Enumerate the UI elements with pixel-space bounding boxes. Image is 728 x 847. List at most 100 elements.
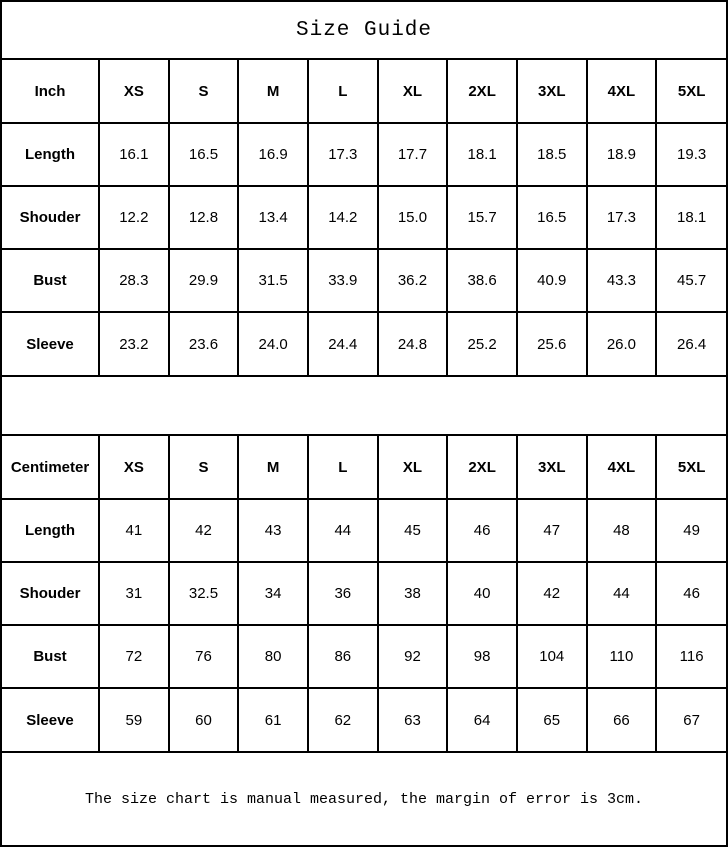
measurement-cell: 26.4 [655,311,727,376]
measurement-cell: 16.5 [167,122,240,187]
unit-label: Inch [1,59,100,124]
measurement-cell: 24.4 [306,311,379,376]
unit-label: Centimeter [1,435,100,500]
measurement-cell: 28.3 [98,248,170,313]
measurement-cell: 29.9 [167,248,240,313]
measurement-cell: 33.9 [306,248,379,313]
measurement-cell: 18.9 [585,122,658,187]
inch-size-table: Inch XS S M L XL 2XL 3XL 4XL 5XL Length 16.1 16.5 16.… [1,59,727,376]
measurement-cell: 18.1 [446,122,518,187]
measurement-cell: 15.0 [376,185,449,250]
measurement-row: Sleeve 59 60 61 62 63 64 65 66 67 [1,687,727,752]
measurement-cell: 49 [655,498,727,563]
measurement-cell: 12.8 [167,185,240,250]
measurement-cell: 45 [376,498,449,563]
size-column-header: 3XL [515,435,588,500]
measurement-cell: 43.3 [585,248,658,313]
size-column-header: XS [98,435,170,500]
measurement-cell: 24.0 [237,311,309,376]
measurement-cell: 26.0 [585,311,658,376]
size-column-header: S [167,435,240,500]
measurement-cell: 16.1 [98,122,170,187]
measurement-cell: 31.5 [237,248,309,313]
measurement-cell: 19.3 [655,122,727,187]
size-column-header: M [237,435,309,500]
size-column-header: 2XL [446,59,518,124]
measurement-cell: 17.3 [585,185,658,250]
measurement-cell: 46 [655,561,727,626]
row-label: Sleeve [1,311,100,376]
measurement-cell: 38.6 [446,248,518,313]
measurement-cell: 36 [306,561,379,626]
row-label: Length [1,498,100,563]
measurement-row: Sleeve 23.2 23.6 24.0 24.4 24.8 25.2 25.6 26.0 26… [1,311,727,376]
footer-note: The size chart is manual measured, the m… [2,751,726,845]
size-column-header: XL [376,435,449,500]
row-label: Length [1,122,100,187]
measurement-cell: 42 [515,561,588,626]
measurement-cell: 18.5 [515,122,588,187]
measurement-cell: 80 [237,624,309,689]
table-spacer [2,375,726,436]
measurement-cell: 38 [376,561,449,626]
measurement-cell: 64 [446,687,518,752]
measurement-cell: 17.7 [376,122,449,187]
size-column-header: S [167,59,240,124]
size-column-header: 4XL [585,59,658,124]
measurement-cell: 25.2 [446,311,518,376]
centimeter-size-table: Centimeter XS S M L XL 2XL 3XL 4XL 5XL Length 41 42 4… [1,435,727,752]
row-label: Bust [1,248,100,313]
page-title: Size Guide [2,2,726,60]
measurement-cell: 40 [446,561,518,626]
measurement-cell: 98 [446,624,518,689]
size-column-header: L [306,435,379,500]
size-column-header: L [306,59,379,124]
measurement-cell: 67 [655,687,727,752]
measurement-cell: 45.7 [655,248,727,313]
measurement-cell: 23.2 [98,311,170,376]
measurement-cell: 63 [376,687,449,752]
size-header-row: Inch XS S M L XL 2XL 3XL 4XL 5XL [1,59,727,124]
measurement-cell: 23.6 [167,311,240,376]
size-column-header: 2XL [446,435,518,500]
measurement-cell: 18.1 [655,185,727,250]
measurement-cell: 24.8 [376,311,449,376]
measurement-row: Bust 28.3 29.9 31.5 33.9 36.2 38.6 40.9 43.3 45.7 [1,248,727,313]
measurement-cell: 32.5 [167,561,240,626]
size-column-header: XL [376,59,449,124]
measurement-cell: 15.7 [446,185,518,250]
measurement-cell: 44 [585,561,658,626]
measurement-cell: 13.4 [237,185,309,250]
measurement-cell: 12.2 [98,185,170,250]
size-column-header: XS [98,59,170,124]
row-label: Bust [1,624,100,689]
measurement-cell: 36.2 [376,248,449,313]
measurement-cell: 17.3 [306,122,379,187]
size-column-header: M [237,59,309,124]
row-label: Sleeve [1,687,100,752]
measurement-cell: 47 [515,498,588,563]
measurement-cell: 42 [167,498,240,563]
measurement-cell: 76 [167,624,240,689]
measurement-cell: 86 [306,624,379,689]
measurement-cell: 72 [98,624,170,689]
size-column-header: 4XL [585,435,658,500]
measurement-cell: 116 [655,624,727,689]
row-label: Shouder [1,561,100,626]
measurement-cell: 66 [585,687,658,752]
size-column-header: 3XL [515,59,588,124]
measurement-cell: 48 [585,498,658,563]
measurement-cell: 43 [237,498,309,563]
measurement-cell: 62 [306,687,379,752]
measurement-cell: 16.5 [515,185,588,250]
measurement-cell: 44 [306,498,379,563]
size-column-header: 5XL [655,59,727,124]
measurement-row: Length 41 42 43 44 45 46 47 48 49 [1,498,727,563]
measurement-row: Length 16.1 16.5 16.9 17.3 17.7 18.1 18.5 18.9 19… [1,122,727,187]
size-column-header: 5XL [655,435,727,500]
measurement-cell: 34 [237,561,309,626]
measurement-cell: 16.9 [237,122,309,187]
measurement-cell: 104 [515,624,588,689]
measurement-cell: 41 [98,498,170,563]
